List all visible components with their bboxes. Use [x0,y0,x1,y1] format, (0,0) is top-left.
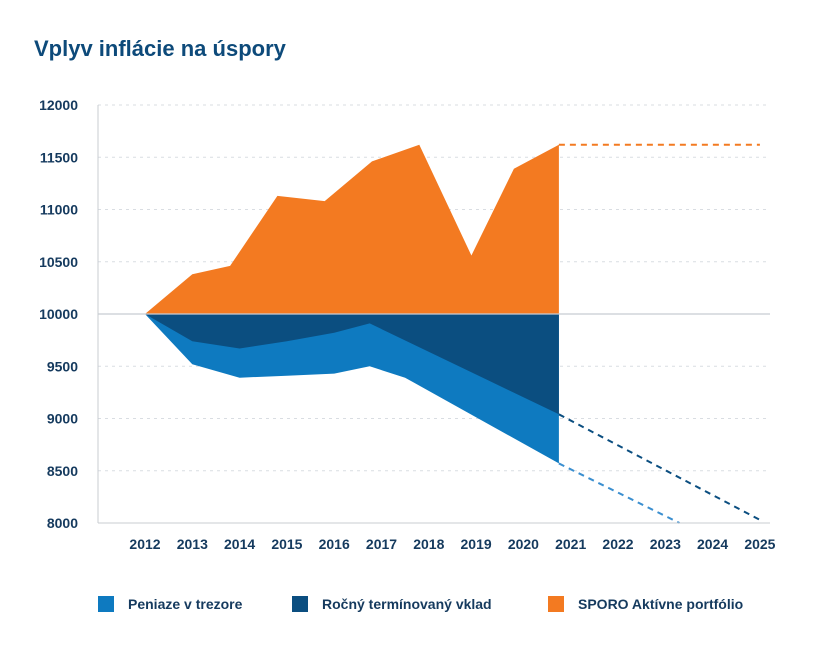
y-tick-label: 8000 [47,515,78,531]
projection-rocny-terminovany-vklad [558,413,761,521]
x-tick-label: 2020 [508,536,539,552]
x-tick-label: 2019 [461,536,492,552]
area-sporo-aktivne-portfolio [145,144,559,314]
y-tick-label: 8500 [47,463,78,479]
y-tick-label: 10500 [39,254,78,270]
x-tick-label: 2018 [413,536,444,552]
legend-item: Ročný termínovaný vklad [292,596,492,612]
legend: Peniaze v trezore Ročný termínovaný vklad… [0,596,820,620]
legend-swatch [548,596,564,612]
y-tick-label: 9000 [47,411,78,427]
chart-title: Vplyv inflácie na úspory [34,36,286,61]
legend-label: Peniaze v trezore [128,596,243,612]
x-tick-label: 2017 [366,536,397,552]
x-tick-label: 2016 [319,536,350,552]
y-tick-label: 10000 [39,306,78,322]
x-tick-label: 2025 [744,536,775,552]
y-tick-label: 12000 [39,97,78,113]
x-tick-label: 2024 [697,536,728,552]
x-tick-label: 2023 [650,536,681,552]
y-tick-label: 9500 [47,358,78,374]
y-tick-label: 11000 [40,202,78,218]
x-tick-label: 2014 [224,536,255,552]
legend-swatch [292,596,308,612]
y-tick-label: 11500 [40,149,78,165]
x-tick-label: 2012 [129,536,160,552]
x-tick-label: 2015 [271,536,302,552]
legend-label: SPORO Aktívne portfólio [578,596,744,612]
legend-label: Ročný termínovaný vklad [322,596,492,612]
x-tick-label: 2021 [555,536,586,552]
projection-peniaze-v-trezore [558,462,680,524]
area-rocny-terminovany-vklad [145,314,559,415]
x-tick-label: 2022 [602,536,633,552]
legend-item: Peniaze v trezore [98,596,242,612]
legend-item: SPORO Aktívne portfólio [548,596,743,612]
legend-swatch [98,596,114,612]
x-tick-label: 2013 [177,536,208,552]
